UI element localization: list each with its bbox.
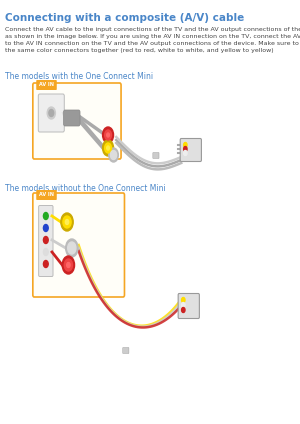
Circle shape bbox=[184, 147, 187, 151]
Text: The models with the One Connect Mini: The models with the One Connect Mini bbox=[5, 72, 154, 81]
FancyBboxPatch shape bbox=[39, 206, 53, 276]
Circle shape bbox=[109, 148, 118, 162]
FancyBboxPatch shape bbox=[33, 193, 124, 297]
Text: The models without the One Connect Mini: The models without the One Connect Mini bbox=[5, 184, 166, 193]
Text: Connect the AV cable to the input connections of the TV and the AV output connec: Connect the AV cable to the input connec… bbox=[5, 27, 300, 53]
Circle shape bbox=[44, 212, 48, 220]
Circle shape bbox=[105, 143, 112, 153]
FancyBboxPatch shape bbox=[153, 153, 159, 159]
Circle shape bbox=[107, 146, 110, 150]
Circle shape bbox=[47, 107, 56, 119]
Circle shape bbox=[182, 298, 185, 302]
Circle shape bbox=[103, 127, 113, 143]
FancyBboxPatch shape bbox=[64, 110, 80, 126]
Circle shape bbox=[184, 151, 187, 156]
Circle shape bbox=[103, 140, 113, 156]
Circle shape bbox=[44, 260, 48, 268]
Circle shape bbox=[44, 237, 48, 243]
FancyBboxPatch shape bbox=[33, 83, 121, 159]
Circle shape bbox=[182, 302, 185, 307]
Text: AV IN: AV IN bbox=[39, 83, 54, 87]
Circle shape bbox=[49, 109, 54, 117]
Circle shape bbox=[110, 151, 117, 159]
FancyBboxPatch shape bbox=[36, 190, 57, 200]
Circle shape bbox=[65, 220, 69, 224]
FancyBboxPatch shape bbox=[180, 139, 201, 162]
Circle shape bbox=[64, 259, 73, 271]
FancyBboxPatch shape bbox=[36, 80, 57, 90]
FancyBboxPatch shape bbox=[123, 348, 129, 354]
Circle shape bbox=[44, 224, 48, 232]
Circle shape bbox=[66, 239, 78, 257]
Circle shape bbox=[68, 242, 76, 254]
Circle shape bbox=[61, 213, 73, 231]
Circle shape bbox=[63, 216, 71, 228]
Circle shape bbox=[44, 248, 48, 256]
Circle shape bbox=[62, 256, 74, 274]
Text: Connecting with a composite (A/V) cable: Connecting with a composite (A/V) cable bbox=[5, 13, 245, 23]
Circle shape bbox=[107, 133, 110, 137]
Text: AV IN: AV IN bbox=[39, 192, 54, 198]
Circle shape bbox=[105, 130, 112, 140]
Circle shape bbox=[67, 262, 70, 268]
FancyBboxPatch shape bbox=[178, 293, 200, 318]
Circle shape bbox=[182, 307, 185, 312]
FancyBboxPatch shape bbox=[38, 94, 64, 132]
Circle shape bbox=[184, 142, 187, 148]
